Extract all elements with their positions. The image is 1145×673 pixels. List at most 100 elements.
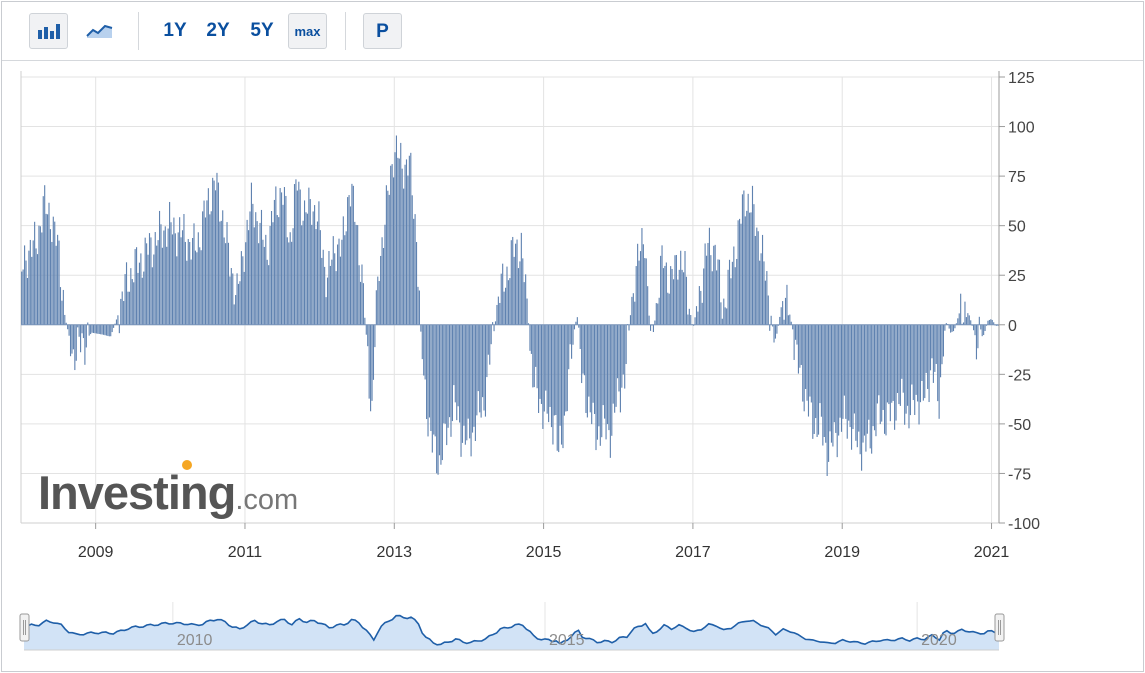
bar (147, 254, 149, 325)
bar (512, 236, 514, 325)
bar (306, 213, 308, 325)
bar (502, 263, 504, 325)
bar (223, 237, 225, 325)
line-chart-button[interactable] (80, 13, 119, 49)
bar (273, 199, 275, 325)
bar (733, 246, 735, 325)
bar (859, 324, 861, 455)
bar (793, 324, 795, 360)
bar (654, 320, 656, 325)
p-button[interactable]: P (363, 13, 402, 49)
bar (566, 324, 568, 412)
bar (166, 246, 168, 325)
bar (237, 283, 240, 325)
bar (77, 324, 79, 328)
bar (763, 261, 765, 325)
range-1y-button[interactable]: 1Y (163, 20, 187, 41)
x-tick-label: 2017 (675, 544, 711, 561)
bar (101, 324, 103, 335)
bar (576, 317, 578, 325)
bar (141, 277, 143, 325)
bar (760, 253, 762, 325)
bar (489, 324, 491, 365)
bar (459, 324, 461, 423)
bar (737, 220, 739, 325)
bar (476, 324, 478, 416)
bar (206, 200, 208, 325)
bar (136, 247, 138, 325)
bar (657, 303, 659, 325)
bar (388, 194, 390, 325)
bar (213, 180, 215, 325)
bar (463, 324, 465, 426)
bar (523, 282, 525, 325)
bar (276, 215, 278, 325)
bar (407, 175, 409, 325)
bar (80, 324, 82, 353)
bar (411, 195, 413, 325)
bar (542, 324, 544, 429)
bar (935, 324, 937, 364)
bar (648, 315, 650, 325)
bar (543, 324, 545, 412)
bar (918, 324, 920, 425)
bar (714, 244, 716, 325)
bar (189, 242, 191, 325)
bar (549, 324, 551, 407)
navigator-right-handle[interactable] (994, 613, 1005, 642)
bar (447, 324, 449, 428)
bar (431, 324, 433, 453)
bar (952, 324, 955, 332)
bar (789, 314, 791, 325)
bar (823, 324, 825, 438)
bar (110, 324, 112, 337)
bar (84, 324, 86, 365)
bar (436, 324, 438, 474)
range-max-button[interactable]: max (288, 13, 327, 49)
bar (816, 324, 818, 437)
bar (990, 319, 992, 325)
watermark-suffix: .com (235, 484, 299, 516)
bar (338, 238, 340, 325)
bar (766, 271, 768, 325)
bar (796, 324, 798, 345)
bar (355, 224, 357, 325)
bar (655, 303, 657, 325)
bar (82, 324, 85, 339)
bar (650, 324, 652, 331)
bar (26, 278, 29, 325)
bar (180, 237, 182, 325)
bar (951, 324, 953, 332)
bar (711, 271, 713, 325)
bar (684, 251, 686, 325)
bar (173, 217, 175, 325)
bar (504, 287, 507, 325)
bar (226, 222, 228, 325)
bar (759, 260, 761, 325)
bar (596, 324, 598, 440)
bar (420, 324, 422, 332)
bar (525, 274, 527, 325)
bar (325, 297, 327, 325)
range-5y-button[interactable]: 5Y (250, 20, 274, 41)
bar (889, 324, 891, 422)
range-2y-button[interactable]: 2Y (206, 20, 230, 41)
bar (105, 324, 107, 336)
bar (424, 324, 426, 380)
bar (289, 232, 291, 325)
navigator-left-handle[interactable] (19, 613, 30, 642)
bar (783, 319, 785, 325)
bar (968, 315, 970, 325)
bar (862, 324, 864, 443)
bar (150, 237, 152, 325)
bar (324, 266, 326, 325)
bar-chart-button[interactable] (29, 13, 68, 49)
bar (856, 324, 858, 448)
bar (683, 272, 685, 325)
bar (443, 324, 445, 424)
y-tick-label: 125 (1008, 70, 1035, 87)
bar (705, 255, 708, 325)
navigator-chart[interactable]: 2010 2015 2020 (2, 598, 1143, 658)
bar (513, 256, 515, 325)
bar (747, 193, 749, 325)
